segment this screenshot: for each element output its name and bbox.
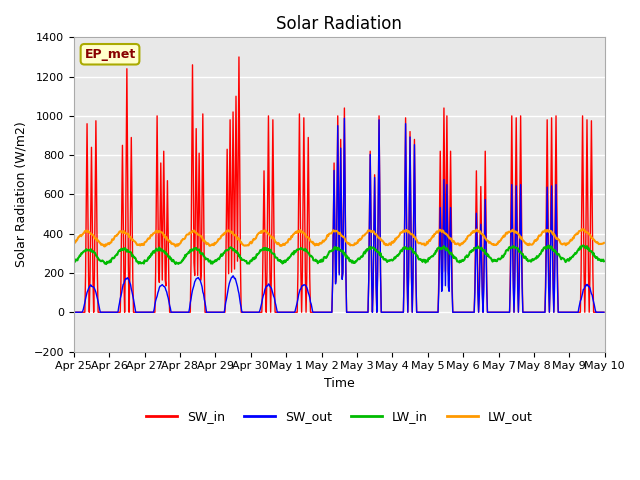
LW_out (217, 235, 225, 241)
Legend: SW_in, SW_out, LW_in, LW_out: SW_in, SW_out, LW_in, LW_out (141, 405, 538, 428)
SW_out (70, 309, 77, 315)
LW_in (70, 258, 77, 264)
Line: LW_in: LW_in (74, 245, 604, 264)
Line: SW_out: SW_out (74, 118, 604, 312)
LW_in (579, 242, 587, 248)
LW_out (419, 241, 427, 247)
SW_in (235, 54, 243, 60)
LW_in (600, 258, 608, 264)
Line: SW_in: SW_in (74, 57, 604, 312)
SW_out (419, 309, 427, 315)
SW_out (134, 309, 142, 315)
LW_out (172, 243, 179, 249)
LW_out (189, 228, 196, 234)
SW_in (419, 309, 427, 315)
LW_out (70, 240, 77, 245)
SW_in (79, 309, 87, 315)
Text: EP_met: EP_met (84, 48, 136, 61)
SW_in (134, 309, 142, 315)
LW_in (217, 253, 225, 259)
SW_in (600, 309, 608, 315)
LW_in (419, 257, 427, 263)
LW_in (135, 261, 143, 266)
Y-axis label: Solar Radiation (W/m2): Solar Radiation (W/m2) (15, 121, 28, 267)
Title: Solar Radiation: Solar Radiation (276, 15, 402, 33)
SW_out (79, 306, 87, 312)
LW_out (134, 242, 142, 248)
Line: LW_out: LW_out (74, 229, 604, 246)
LW_in (404, 246, 412, 252)
SW_in (216, 309, 223, 315)
X-axis label: Time: Time (324, 377, 355, 390)
SW_out (188, 291, 196, 297)
LW_in (79, 249, 87, 254)
LW_out (404, 229, 412, 235)
SW_in (188, 161, 196, 167)
LW_out (600, 240, 608, 246)
LW_in (189, 247, 196, 253)
SW_in (404, 309, 412, 315)
LW_in (102, 261, 110, 267)
SW_out (340, 115, 348, 121)
SW_out (216, 309, 223, 315)
SW_out (600, 309, 608, 315)
LW_out (579, 227, 586, 232)
LW_out (79, 230, 87, 236)
SW_in (70, 309, 77, 315)
SW_out (404, 309, 412, 315)
